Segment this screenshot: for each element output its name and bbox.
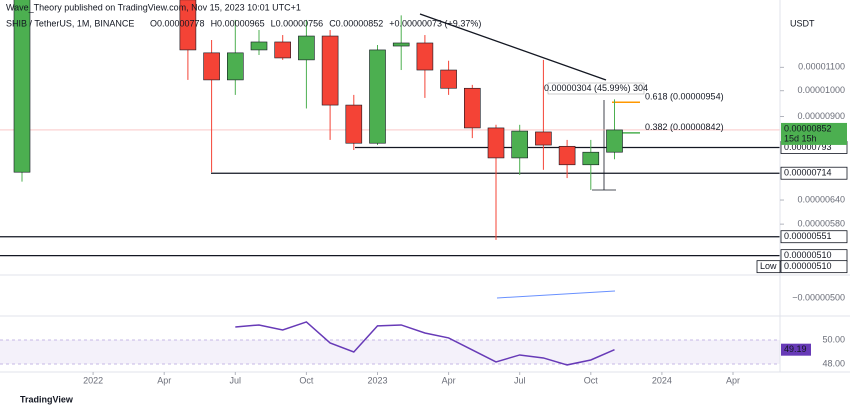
x-tick-label: Apr xyxy=(726,375,740,385)
candle-body xyxy=(392,42,410,47)
countdown: 15d 15h xyxy=(784,133,817,143)
candle-body xyxy=(416,42,434,71)
rsi-line xyxy=(235,321,615,366)
low-text: Low xyxy=(760,261,777,271)
fib-label: 0.618 (0.00000954) xyxy=(645,92,724,102)
candle-body xyxy=(369,49,386,144)
low-badge xyxy=(756,260,781,274)
x-tick-label: Jul xyxy=(514,375,526,385)
candle-body xyxy=(511,130,529,159)
measure-box xyxy=(547,82,645,95)
level-tag-label: 0.00000510 xyxy=(784,250,832,260)
price-pane xyxy=(0,0,780,257)
candle-body xyxy=(345,104,363,144)
candle-body xyxy=(558,145,576,166)
y-tick-label: 0.00000640 xyxy=(797,194,845,204)
symbol: SHIB / TetherUS, 1M, BINANCE xyxy=(6,18,134,28)
measure-label: 0.00000304 (45.99%) 304 xyxy=(544,83,648,93)
candle-body xyxy=(440,69,457,89)
x-tick-label: 2024 xyxy=(652,375,672,385)
level-tag xyxy=(780,166,848,180)
y-tick-label: 0.00000900 xyxy=(797,111,845,121)
candle-body xyxy=(298,35,315,61)
level-tag-label: 0.00000551 xyxy=(784,231,832,241)
ohlc-legend: +0.00000073 (+9.37%) xyxy=(389,18,481,28)
candle-body xyxy=(487,127,505,159)
rsi-tick-label: 48.00 xyxy=(822,358,845,368)
y-tick-label: 0.00000580 xyxy=(797,219,845,229)
indicator-axis-label: −0.00000500 xyxy=(792,292,845,302)
ohlc-legend: H0.00000965 xyxy=(211,18,265,28)
ohlc-legend: C0.00000852 xyxy=(329,18,383,28)
candle-body xyxy=(463,87,481,129)
footer-logo: TradingView xyxy=(20,394,74,404)
last-price-label: 0.00000852 xyxy=(784,123,832,133)
level-tag-label: 0.00000714 xyxy=(784,168,832,178)
x-tick-label: 2023 xyxy=(367,375,387,385)
rsi-tag-label: 49.19 xyxy=(784,344,807,354)
currency: USDT xyxy=(790,18,815,28)
rsi-tick-label: 50.00 xyxy=(822,334,845,344)
low-tag-label: 0.00000510 xyxy=(784,261,832,271)
x-tick-label: Oct xyxy=(299,375,314,385)
x-tick-label: Jul xyxy=(230,375,242,385)
trend-line xyxy=(419,13,607,81)
indicator-line xyxy=(496,290,616,299)
y-tick-label: 0.00001100 xyxy=(798,62,845,72)
candle-body xyxy=(582,151,600,166)
candle-body xyxy=(321,35,339,106)
candle-body xyxy=(203,52,220,81)
last-price-tag xyxy=(781,122,847,145)
y-tick-label: 0.00001000 xyxy=(797,85,845,95)
candle-body xyxy=(606,129,623,153)
candle-body xyxy=(179,0,197,51)
x-tick-label: 2022 xyxy=(83,375,103,385)
rsi-band xyxy=(0,339,780,364)
ohlc-legend: L0.00000756 xyxy=(271,18,324,28)
x-tick-label: Apr xyxy=(157,375,171,385)
low-tag xyxy=(780,260,848,274)
fib-label: 0.382 (0.00000842) xyxy=(645,122,724,132)
level-tag-label: 0.00000793 xyxy=(784,142,832,152)
candle-body xyxy=(535,131,552,146)
rsi-tag xyxy=(781,343,811,356)
candle-body xyxy=(274,41,292,59)
candle-body xyxy=(250,41,268,51)
ohlc-legend: O0.00000778 xyxy=(150,18,205,28)
publisher: Wave_Theory published on TradingView.com… xyxy=(6,2,301,12)
x-tick-label: Apr xyxy=(442,375,456,385)
x-tick-label: Oct xyxy=(584,375,599,385)
rsi-pane xyxy=(0,321,780,366)
level-tag xyxy=(780,230,848,244)
candle-body xyxy=(13,0,31,173)
candle-body xyxy=(227,52,244,81)
